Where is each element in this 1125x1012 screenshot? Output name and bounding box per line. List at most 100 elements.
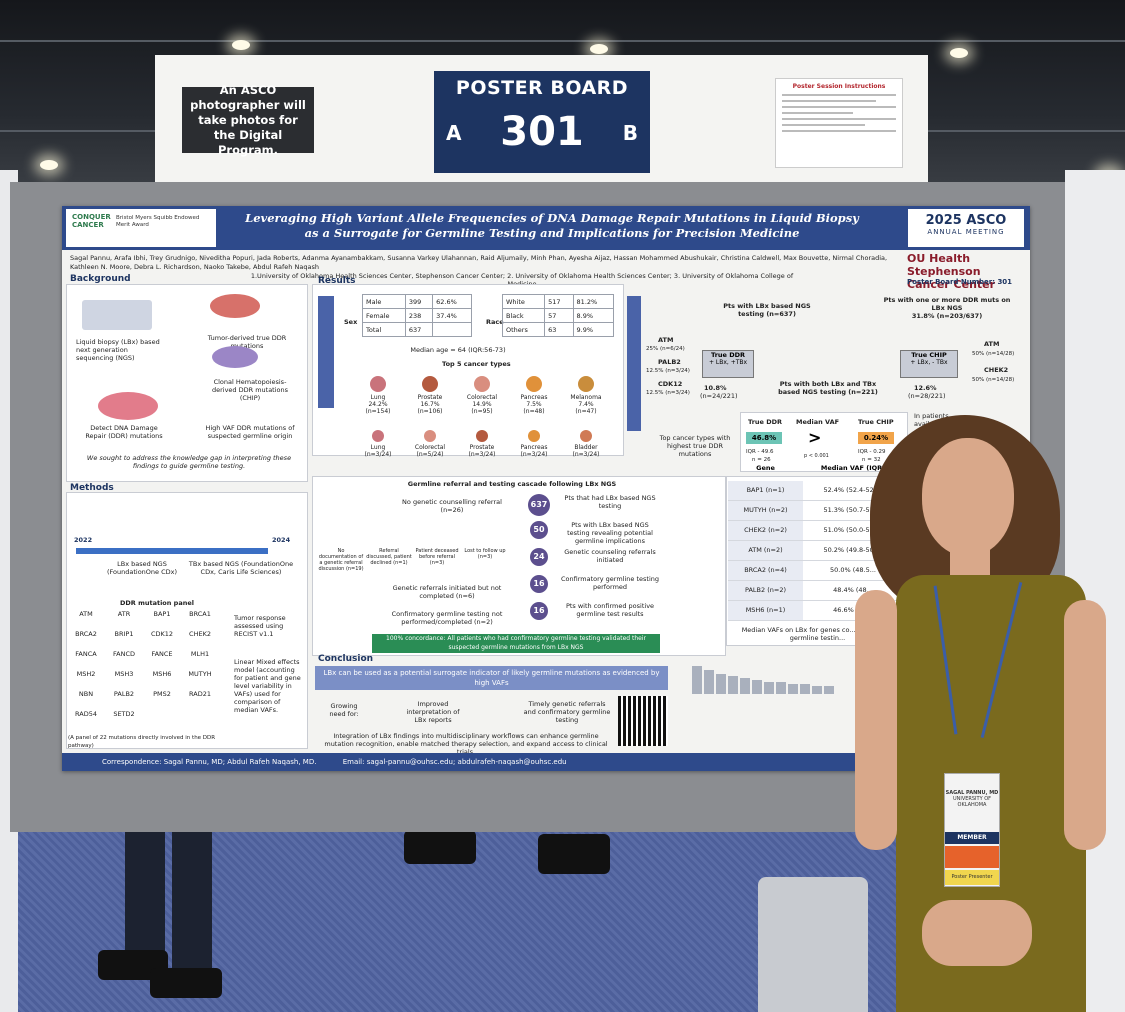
true-chip-pct: 12.6% <box>914 384 937 392</box>
chart-bar <box>740 678 750 694</box>
race-table-cell: 57 <box>544 308 574 323</box>
board-side-a: A <box>446 121 462 145</box>
race-label: Race <box>486 318 504 326</box>
gene-cell: BRIP1 <box>114 630 134 638</box>
vaf-value: 48.4% (48... <box>833 586 873 594</box>
integration-note: Integration of LBx findings into multidi… <box>324 732 608 756</box>
vaf-table-row: MSH6 (n=1) 46.6% (46... <box>728 601 903 621</box>
cancer-n: (n=3/24) <box>520 451 548 458</box>
presenter-hands <box>922 900 1032 966</box>
cancer-name: Pancreas <box>520 394 548 401</box>
cancer-name: Prostate <box>469 444 495 451</box>
passerby-leg <box>172 830 212 980</box>
qr-code[interactable] <box>618 696 668 746</box>
poster-title: Leveraging High Variant Allele Frequenci… <box>245 211 859 240</box>
top5-title: Top 5 cancer types <box>442 360 511 368</box>
chart-bar <box>728 676 738 694</box>
gene-cell: MSH2 <box>76 670 96 678</box>
cancer-n: (n=5/24) <box>416 451 444 458</box>
vaf-table-row: CHEK2 (n=2) 51.0% (50.0-52.0) <box>728 521 903 541</box>
gene-cell: ATR <box>117 610 131 618</box>
cascade-count: 16 <box>530 575 548 593</box>
cancer-name: Lung <box>370 394 386 401</box>
no-referral-reason: Referral discussed, patient declined (n=… <box>366 548 412 566</box>
gene-cell: MUTYH <box>188 670 212 678</box>
ddr-gene: PALB2 <box>658 358 681 366</box>
cancer-name: Colorectal <box>414 444 446 451</box>
cancer-pct: 24.2% <box>368 401 388 408</box>
true-ddr-pct: 10.8% <box>704 384 727 392</box>
cascade-step-label: Pts with confirmed positive germline tes… <box>565 602 655 618</box>
panel-note: (A panel of 22 mutations directly involv… <box>68 735 216 749</box>
cascade-count: 16 <box>530 602 548 620</box>
vaf-ddr-label: True DDR <box>748 418 783 426</box>
vaf-ddr-iqr: IQR - 49.6 <box>746 449 774 455</box>
no-referral-reason: No documentation of a genetic referral d… <box>318 548 364 572</box>
gene-cell: PMS2 <box>153 690 171 698</box>
top-ddr-caption: Top cancer types with highest true DDR m… <box>659 434 731 458</box>
vaf-table-row: BRCA2 (n=4) 50.0% (48.5... <box>728 561 903 581</box>
cancer-type: Colorectal 14.9% (n=95) <box>458 376 506 415</box>
sex-table-cell: 238 <box>404 308 434 323</box>
passerby-shoe <box>538 834 610 874</box>
sex-table: Male 399 62.6% Female 238 37.4% Total 637 <box>362 294 472 337</box>
cascade-title: Germline referral and testing cascade fo… <box>407 480 617 488</box>
referral-not-completed: Genetic referrals initiated but not comp… <box>392 584 502 600</box>
vaf-table-row: MUTYH (n=2) 51.3% (50.7-51.9) <box>728 501 903 521</box>
year-end: 2024 <box>272 536 291 544</box>
testing-not-performed: Confirmatory germline testing not perfor… <box>391 610 503 626</box>
gene-cell: FANCA <box>75 650 97 658</box>
ceiling-light <box>950 48 968 58</box>
vaf-gene: PALB2 (n=2) <box>728 581 803 600</box>
ceiling-truss <box>0 40 1125 42</box>
board-title: POSTER BOARD <box>455 77 629 99</box>
cancer-organ-icon <box>476 430 488 442</box>
sex-table-row: Male 399 62.6% <box>362 294 472 309</box>
panel-title: DDR mutation panel <box>120 599 194 607</box>
cancer-name: Melanoma <box>570 394 602 401</box>
cancer-type: Prostate 16.7% (n=106) <box>406 376 454 415</box>
chart-bar <box>752 680 762 694</box>
cancer-organ-icon <box>580 430 592 442</box>
vaf-compare-sign: > <box>808 428 822 447</box>
race-table-cell: 81.2% <box>572 294 615 309</box>
gene-cell: CDK12 <box>150 630 174 638</box>
gene-cell: RAD21 <box>189 690 211 698</box>
cancer-name: Pancreas <box>520 444 548 451</box>
chip-gene: CHEK2 <box>984 366 1009 374</box>
cancer-organ-icon <box>370 376 386 392</box>
chip-note: Clonal Hematopoiesis-derived DDR mutatio… <box>211 378 289 402</box>
chart-bar <box>692 666 702 694</box>
vaf-table-row: PALB2 (n=2) 48.4% (48... <box>728 581 903 601</box>
conclusion-statement: LBx can be used as a potential surrogate… <box>315 666 668 690</box>
sequencer-icon <box>82 300 152 330</box>
passerby-shoe <box>150 968 222 998</box>
vaf-p: p < 0.001 <box>804 453 829 459</box>
vaf-table: BAP1 (n=1) 52.4% (52.4-52.4) MUTYH (n=2) 51… <box>728 481 903 621</box>
ceiling-light <box>40 160 58 170</box>
sex-label: Sex <box>344 318 358 326</box>
race-table-cell: White <box>501 294 546 309</box>
one-or-more-pct: 31.8% (n=203/637) <box>911 312 983 320</box>
poster-banner: CONQUER CANCER Bristol Myers Squibb Endo… <box>62 206 1030 250</box>
gene-cell: NBN <box>78 690 94 698</box>
contact-email[interactable]: Email: sagal-pannu@ouhsc.edu; abdulrafeh… <box>342 758 567 766</box>
cancer-organ-icon <box>474 376 490 392</box>
cancer-n: (n=47) <box>575 408 597 415</box>
results-heading: Results <box>318 276 356 286</box>
ddr-cancer-type: Bladder (n=3/24) <box>562 430 610 458</box>
gene-cell: PALB2 <box>113 690 135 698</box>
knowledge-gap-note: We sought to address the knowledge gap i… <box>86 454 292 470</box>
cascade-step-label: Confirmatory germline testing performed <box>560 575 660 591</box>
vaf-value: 50.2% (49.8-50.6) <box>823 546 883 554</box>
presenter-face <box>922 438 1014 556</box>
vaf-gene: MUTYH (n=2) <box>728 501 803 520</box>
cancer-name: Colorectal <box>466 394 498 401</box>
vaf-table-row: BAP1 (n=1) 52.4% (52.4-52.4) <box>728 481 903 501</box>
need-referrals: Timely genetic referrals and confirmator… <box>523 700 611 724</box>
cancer-organ-icon <box>528 430 540 442</box>
chart-bar <box>788 684 798 694</box>
background-heading: Background <box>70 274 131 284</box>
cancer-pct: 7.5% <box>526 401 542 408</box>
cancer-n: (n=3/24) <box>468 451 496 458</box>
